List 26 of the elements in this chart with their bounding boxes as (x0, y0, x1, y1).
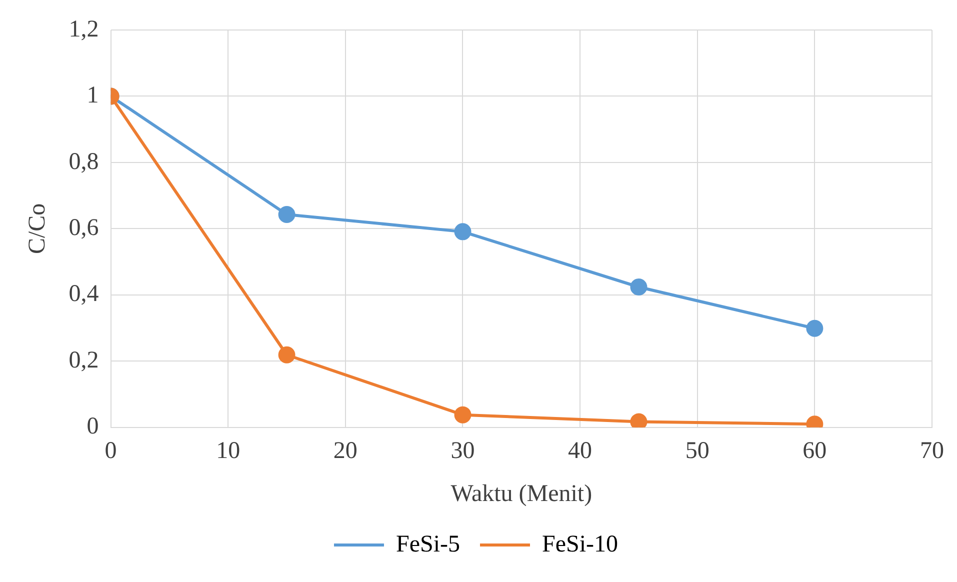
y-tick-label: 0,6 (68, 214, 99, 241)
x-tick-label: 50 (685, 438, 710, 464)
x-tick-label: 60 (802, 438, 827, 464)
x-tick-label: 30 (450, 438, 475, 464)
x-tick-label: 10 (216, 438, 240, 464)
x-tick-label: 40 (568, 438, 592, 464)
point (630, 278, 648, 296)
point (454, 223, 472, 240)
point (630, 413, 648, 428)
point (454, 406, 472, 424)
point (278, 346, 296, 364)
y-tick-label: 1 (86, 82, 99, 109)
y-axis-title: C/Co (24, 203, 51, 254)
point (278, 206, 296, 223)
legend-label: FeSi-10 (542, 531, 618, 558)
y-tick-label: 0,8 (68, 148, 99, 175)
x-axis-title: Waktu (Menit) (450, 480, 592, 507)
point (806, 320, 824, 337)
legend-label: FeSi-5 (396, 531, 460, 558)
x-tick-label: 20 (333, 438, 358, 464)
y-tick-label: 1,2 (68, 16, 99, 42)
y-tick-label: 0,4 (68, 281, 99, 308)
x-tick-label: 0 (104, 438, 117, 464)
y-tick-label: 0 (86, 414, 99, 440)
x-tick-label: 70 (920, 438, 944, 464)
y-tick-label: 0,2 (68, 347, 99, 374)
